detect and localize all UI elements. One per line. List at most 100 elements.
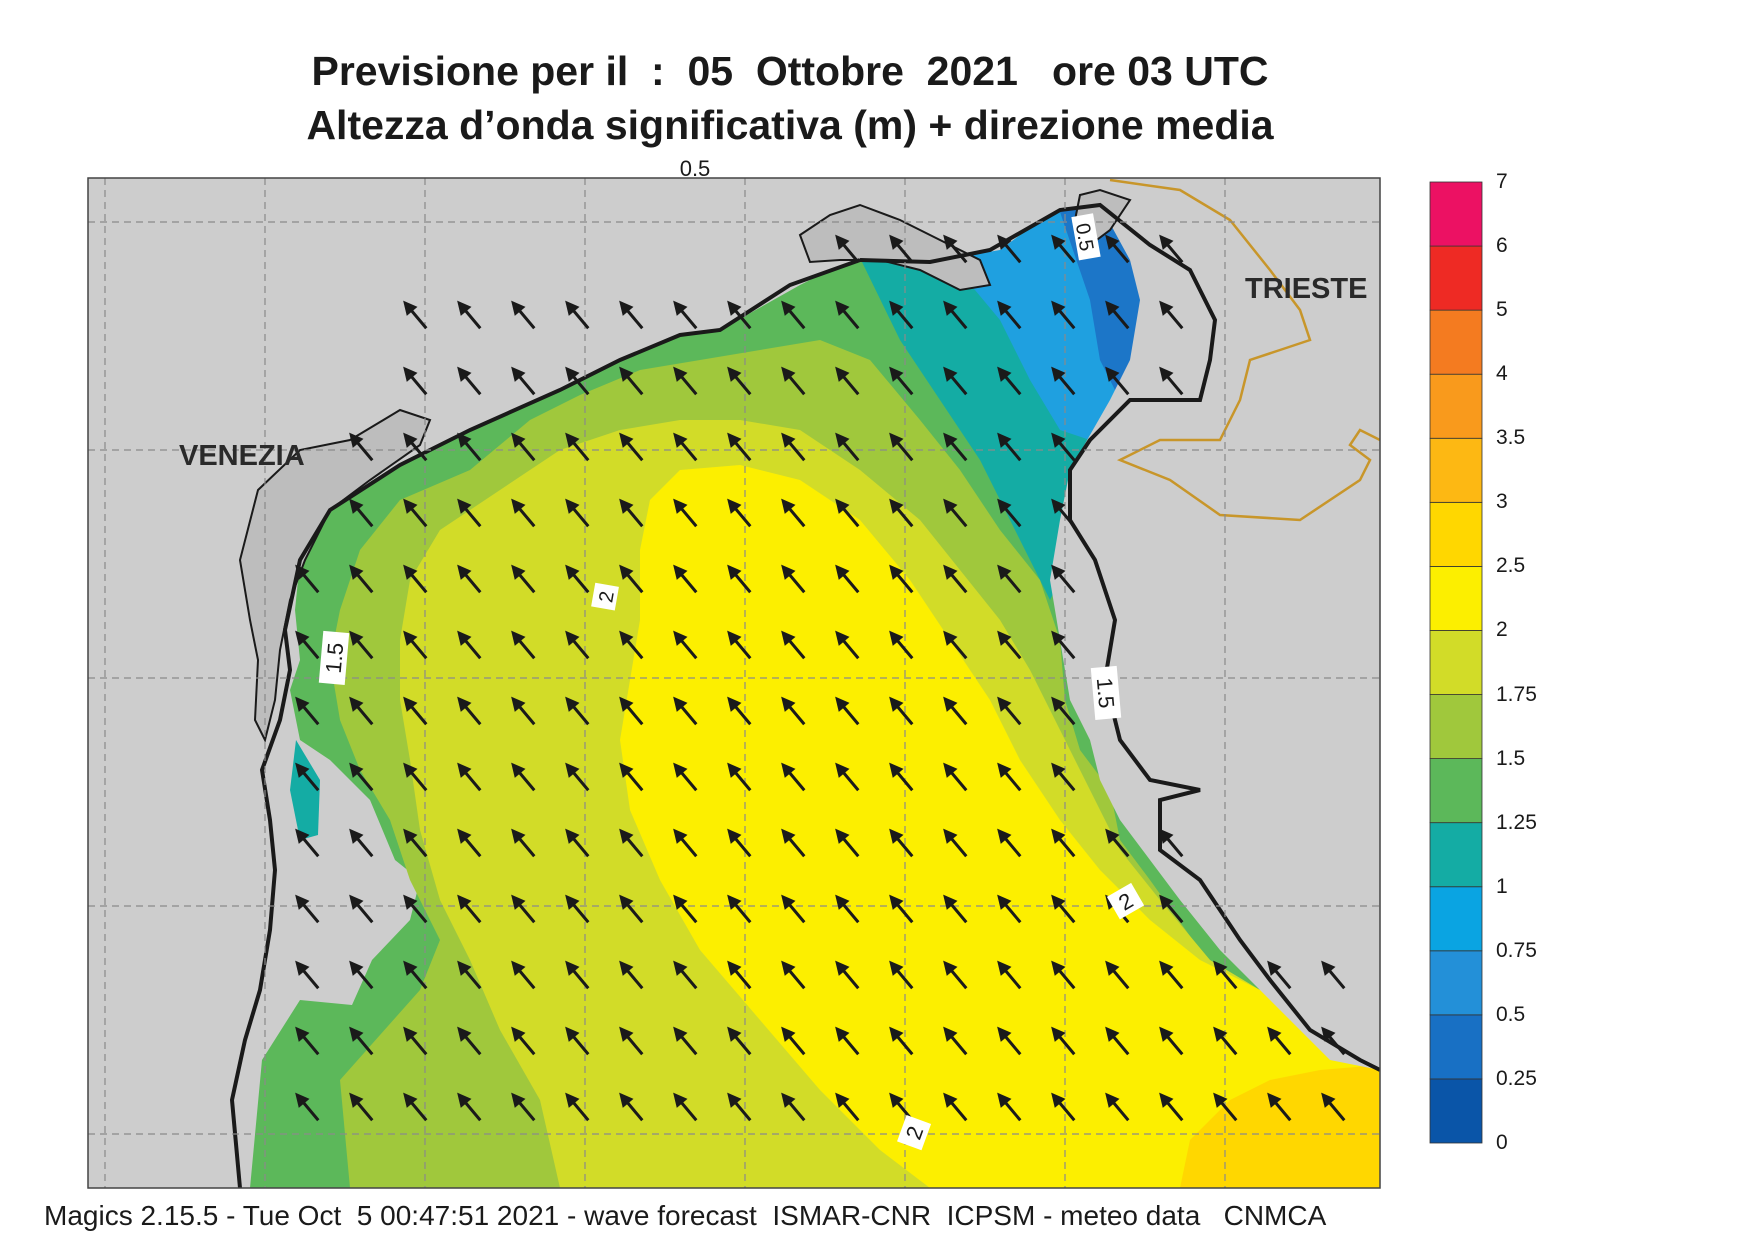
- wave-arrow: [295, 564, 320, 594]
- contour-label-2-b: 2: [1106, 882, 1145, 920]
- wave-arrow: [1105, 300, 1130, 330]
- wave-arrow: [565, 498, 590, 528]
- city-label-trieste: TRIESTE: [1245, 273, 1368, 305]
- wave-arrow: [835, 762, 860, 792]
- wave-arrow: [457, 696, 482, 726]
- wave-arrow: [403, 828, 428, 858]
- wave-arrow: [727, 828, 752, 858]
- wave-arrow: [727, 696, 752, 726]
- wave-arrow: [295, 828, 320, 858]
- wave-arrow: [673, 498, 698, 528]
- contour-label-1-5-east: 1.5: [1090, 665, 1122, 720]
- wave-arrow: [889, 762, 914, 792]
- wave-arrow: [1267, 1092, 1292, 1122]
- wave-arrow: [295, 696, 320, 726]
- wave-arrow: [565, 762, 590, 792]
- wave-arrow: [889, 432, 914, 462]
- wave-arrow: [781, 366, 806, 396]
- wave-arrow: [673, 366, 698, 396]
- lat-lon-grid: [88, 178, 1380, 1188]
- wave-arrow: [403, 1026, 428, 1056]
- contour-label-2-c: 2: [897, 1115, 932, 1151]
- wave-arrow: [727, 894, 752, 924]
- colorbar-swatch: [1429, 309, 1483, 375]
- wave-arrow: [349, 498, 374, 528]
- wave-arrow: [349, 432, 374, 462]
- wave-arrow: [565, 1026, 590, 1056]
- wave-arrow: [511, 300, 536, 330]
- wave-arrow: [403, 498, 428, 528]
- wave-arrow: [619, 498, 644, 528]
- wave-arrow: [943, 828, 968, 858]
- wave-arrow: [997, 630, 1022, 660]
- wave-arrow: [1159, 894, 1184, 924]
- wave-arrow: [619, 432, 644, 462]
- wave-arrow: [457, 630, 482, 660]
- wave-arrow: [781, 762, 806, 792]
- wave-arrow: [727, 630, 752, 660]
- svg-text:1.5: 1.5: [321, 642, 349, 675]
- contour-label-1-5-west: 1.5: [318, 630, 350, 685]
- wave-arrow: [403, 696, 428, 726]
- wave-arrow: [835, 828, 860, 858]
- wave-arrow: [781, 300, 806, 330]
- wave-arrow: [1051, 894, 1076, 924]
- colorbar-label: 2.5: [1496, 554, 1526, 578]
- wave-arrow: [511, 366, 536, 396]
- wave-arrow: [457, 498, 482, 528]
- wave-arrow: [889, 960, 914, 990]
- wave-arrow: [727, 1026, 752, 1056]
- wave-arrow: [565, 564, 590, 594]
- wave-arrow: [889, 564, 914, 594]
- wave-arrow: [1051, 1092, 1076, 1122]
- colorbar-label: 0.5: [1496, 1002, 1526, 1026]
- colorbar-swatch: [1429, 694, 1483, 759]
- wave-arrow: [889, 894, 914, 924]
- wave-arrow: [295, 1092, 320, 1122]
- wave-arrow: [727, 762, 752, 792]
- wave-arrow: [943, 300, 968, 330]
- colorbar-swatch: [1429, 950, 1483, 1016]
- wave-arrow: [835, 300, 860, 330]
- colorbar-swatch: [1429, 437, 1483, 503]
- wave-arrow: [511, 828, 536, 858]
- wave-arrow: [997, 1026, 1022, 1056]
- wave-arrow: [457, 894, 482, 924]
- wave-arrow: [835, 366, 860, 396]
- wave-arrow: [889, 498, 914, 528]
- wave-arrow: [565, 366, 590, 396]
- wave-arrow: [1267, 1026, 1292, 1056]
- wave-arrow: [1159, 960, 1184, 990]
- colorbar-label: 1.25: [1496, 810, 1537, 834]
- wave-arrow: [565, 1092, 590, 1122]
- wave-arrow: [1159, 828, 1184, 858]
- colorbar-swatch: [1429, 886, 1483, 952]
- wave-arrow: [835, 960, 860, 990]
- wave-arrow: [997, 960, 1022, 990]
- wave-arrow: [673, 300, 698, 330]
- footer-credits: Magics 2.15.5 - Tue Oct 5 00:47:51 2021 …: [44, 1200, 1327, 1231]
- wave-arrow: [997, 1092, 1022, 1122]
- colorbar-swatch: [1429, 566, 1483, 631]
- wave-arrow: [1051, 630, 1076, 660]
- wave-arrow: [997, 234, 1022, 264]
- contour-label-2-a: 2: [591, 582, 619, 611]
- wave-arrow: [943, 498, 968, 528]
- map-title-line1: Previsione per il : 05 Ottobre 2021 ore …: [311, 48, 1269, 94]
- coastline-north: [859, 202, 1380, 1072]
- colorbar-swatch: [1429, 373, 1483, 439]
- wave-arrow: [403, 366, 428, 396]
- wave-arrow: [781, 696, 806, 726]
- wave-arrow: [457, 366, 482, 396]
- wave-arrow: [1159, 1092, 1184, 1122]
- wave-arrow: [781, 564, 806, 594]
- wave-arrow: [835, 432, 860, 462]
- wave-arrow: [997, 894, 1022, 924]
- wave-arrow: [1105, 366, 1130, 396]
- wave-arrow: [943, 762, 968, 792]
- wave-arrow: [511, 762, 536, 792]
- wave-arrow: [511, 696, 536, 726]
- wave-arrow: [349, 1092, 374, 1122]
- wave-arrow: [997, 498, 1022, 528]
